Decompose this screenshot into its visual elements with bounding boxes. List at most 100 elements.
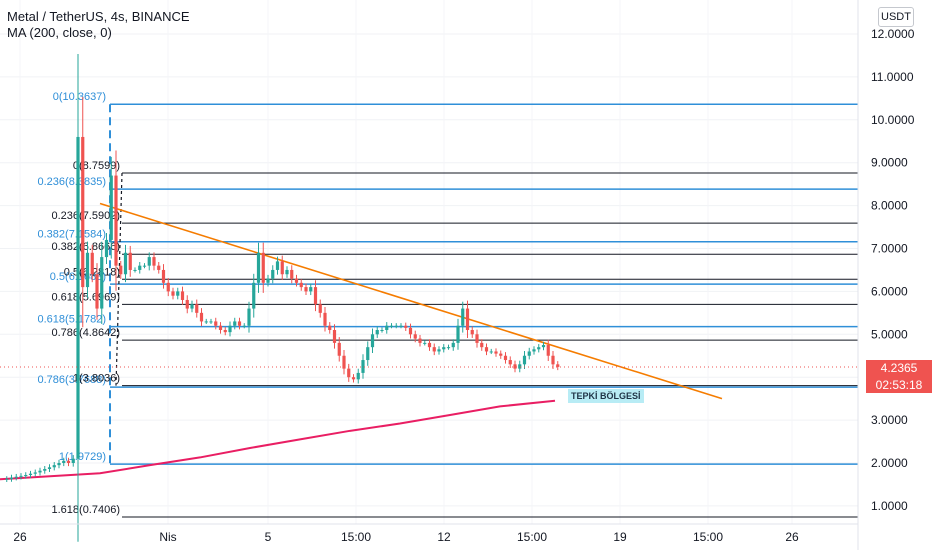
price-tick-label: 8.0000: [871, 199, 908, 213]
price-tick-label: 2.0000: [871, 456, 908, 470]
candle-body: [195, 304, 199, 313]
candle-body: [66, 460, 71, 463]
candle-body: [380, 330, 384, 332]
candle-body: [541, 345, 546, 348]
candle-body: [328, 325, 332, 331]
candle-body: [304, 287, 308, 292]
candle-body: [480, 342, 484, 348]
candle-body: [375, 330, 379, 335]
candle-body: [484, 347, 489, 352]
candle-body: [508, 360, 512, 365]
ma-indicator-legend[interactable]: MA (200, close, 0): [7, 25, 112, 40]
time-tick-label: 15:00: [341, 530, 371, 544]
candle-body: [52, 465, 56, 468]
price-tick-label: 7.0000: [871, 242, 908, 256]
candle-body: [503, 355, 508, 361]
candle-body: [9, 477, 14, 479]
candle-body: [180, 291, 185, 300]
candle-body: [499, 353, 503, 356]
currency-badge[interactable]: USDT: [878, 7, 914, 27]
candle-body: [337, 342, 341, 356]
candle-body: [309, 287, 313, 292]
fib-small-level-label: 0.236(7.5902): [52, 210, 121, 222]
candle-body: [427, 342, 432, 348]
candle-body: [138, 265, 142, 270]
candle-body: [147, 257, 151, 266]
fib-large-level-label: 0.236(8.3835): [38, 176, 107, 188]
price-tick-label: 3.0000: [871, 413, 908, 427]
candle-body: [5, 478, 9, 480]
trend-line: [99, 202, 723, 400]
candle-body: [185, 299, 189, 309]
candle-body: [133, 269, 137, 271]
candle-body: [285, 269, 289, 275]
candle-body: [57, 463, 61, 466]
candle-body: [209, 321, 213, 323]
candle-body: [128, 252, 132, 270]
candle-body: [161, 269, 166, 283]
candle-body: [385, 325, 389, 331]
candle-body: [546, 345, 550, 356]
fib-small-level-label: 0.786(4.8642): [52, 327, 121, 339]
fib-large-level-label: 0.382(7.1584): [38, 229, 107, 241]
time-tick-label: 5: [265, 530, 272, 544]
candle-body: [247, 308, 251, 326]
descending-trend-line[interactable]: [99, 202, 723, 400]
time-tick-label: 26: [785, 530, 799, 544]
candle-body: [361, 360, 365, 373]
time-tick-label: 15:00: [517, 530, 547, 544]
candle-body: [38, 470, 42, 473]
candle-body: [228, 325, 232, 333]
candle-body: [176, 291, 180, 296]
candle-body: [237, 321, 242, 326]
fib-large-level-label: 0.618(5.1782): [38, 314, 107, 326]
price-tick-label: 1.0000: [871, 499, 908, 513]
candle-body: [214, 321, 218, 326]
symbol-title[interactable]: Metal / TetherUS, 4s, BINANCE: [7, 9, 190, 24]
candle-body: [294, 278, 299, 283]
ma200-line: [0, 399, 556, 481]
candle-body: [123, 252, 128, 275]
moving-average-200: [0, 399, 556, 481]
fib-large-level-label: 0(10.3637): [53, 91, 106, 103]
reaction-zone-label: TEPKİ BÖLGESİ: [568, 389, 644, 403]
candle-body: [351, 377, 356, 380]
price-tick-label: 9.0000: [871, 156, 908, 170]
candle-body: [465, 308, 470, 331]
candle-body: [199, 312, 204, 322]
time-tick-label: Nis: [159, 530, 176, 544]
candle-body: [62, 460, 66, 463]
candle-body: [280, 261, 284, 275]
candle-body: [408, 327, 413, 335]
candle-body: [204, 321, 208, 323]
candle-body: [370, 334, 375, 348]
candle-body: [323, 312, 327, 326]
candle-body: [223, 330, 227, 333]
candle-body: [332, 330, 337, 343]
fib-small-level-label: 1(3.8036): [73, 373, 120, 385]
candle-body: [104, 239, 109, 258]
candle-body: [461, 308, 465, 326]
candle-body: [28, 473, 33, 476]
candle-body: [475, 334, 479, 343]
candle-body: [142, 265, 147, 267]
candle-body: [114, 175, 118, 266]
candle-body: [33, 472, 37, 474]
candle-body: [81, 136, 85, 288]
candle-body: [218, 325, 223, 331]
candle-body: [437, 349, 441, 352]
candle-body: [256, 252, 261, 283]
fib-retracement-large[interactable]: 0(10.3637)0.236(8.3835)0.382(7.1584)0.5(…: [38, 91, 859, 465]
candlestick-series: [5, 53, 560, 542]
candle-body: [290, 269, 294, 279]
current-price-tag: 4.2365: [866, 360, 932, 377]
candle-body: [190, 304, 194, 309]
candle-body: [394, 325, 398, 327]
candle-body: [119, 265, 123, 275]
candle-body: [233, 321, 237, 326]
candle-body: [261, 252, 265, 283]
fib-large-level-label: 0.786(3.7688): [38, 374, 107, 386]
candle-body: [157, 265, 161, 270]
candle-body: [389, 325, 394, 327]
